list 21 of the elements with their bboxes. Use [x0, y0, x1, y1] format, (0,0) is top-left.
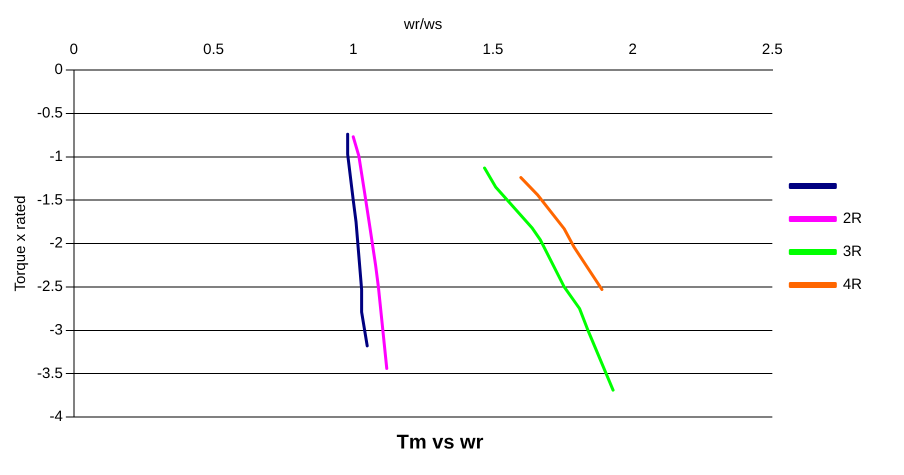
x-tick-label: 2: [628, 41, 637, 58]
y-tick-label: -2.5: [36, 278, 63, 296]
legend-label: 2R: [842, 210, 862, 228]
legend-label: 3R: [842, 243, 862, 260]
y-tick-label: -3: [50, 321, 63, 338]
y-axis-title: Torque x rated: [12, 196, 30, 292]
y-tick-label: -4: [50, 408, 63, 426]
x-tick-label: 1: [349, 41, 358, 58]
y-tick-label: -1.5: [36, 191, 63, 208]
y-tick-label: 0: [54, 61, 63, 78]
legend-label: 4R: [842, 276, 862, 294]
y-tick-label: -0.5: [36, 104, 63, 122]
y-tick-label: -1: [50, 148, 63, 165]
x-axis-title: wr/ws: [402, 16, 442, 34]
y-tick-label: -2: [50, 234, 63, 252]
y-tick-label: -3.5: [36, 364, 63, 382]
text: Tm vs wr: [396, 432, 484, 454]
x-tick-label: 1.5: [482, 41, 504, 58]
x-tick-label: 0.5: [203, 41, 224, 58]
x-tick-label: 2.5: [762, 41, 783, 58]
x-tick-label: 0: [70, 41, 78, 58]
